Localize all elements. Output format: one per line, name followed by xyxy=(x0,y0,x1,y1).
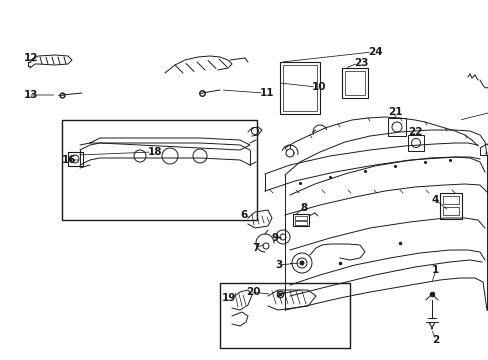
Text: 8: 8 xyxy=(299,203,306,213)
Bar xyxy=(62,120,257,220)
Bar xyxy=(387,118,405,136)
Text: 22: 22 xyxy=(407,127,422,137)
Bar xyxy=(345,71,364,95)
Text: 16: 16 xyxy=(62,155,76,165)
Bar xyxy=(439,193,461,219)
Text: 4: 4 xyxy=(431,195,439,205)
Text: 10: 10 xyxy=(311,82,326,92)
Text: 11: 11 xyxy=(260,88,274,98)
Bar xyxy=(280,62,319,114)
Text: 9: 9 xyxy=(271,233,279,243)
Text: 1: 1 xyxy=(431,265,438,275)
Text: 2: 2 xyxy=(431,335,438,345)
Text: 18: 18 xyxy=(148,147,162,157)
Text: 19: 19 xyxy=(222,293,236,303)
Bar xyxy=(220,283,349,348)
Circle shape xyxy=(299,261,304,265)
Text: 24: 24 xyxy=(367,47,382,57)
Bar xyxy=(68,152,83,166)
Bar xyxy=(294,221,306,225)
Text: 3: 3 xyxy=(274,260,282,270)
Text: 13: 13 xyxy=(24,90,39,100)
Text: 7: 7 xyxy=(251,243,259,253)
Bar xyxy=(341,68,367,98)
Bar xyxy=(68,152,83,166)
Bar xyxy=(292,214,308,226)
Text: 6: 6 xyxy=(240,210,247,220)
Text: 23: 23 xyxy=(353,58,368,68)
Text: 21: 21 xyxy=(387,107,402,117)
Bar xyxy=(283,65,316,111)
Text: 12: 12 xyxy=(24,53,39,63)
Text: 15: 15 xyxy=(487,107,488,117)
Text: 20: 20 xyxy=(245,287,260,297)
Text: 5: 5 xyxy=(485,147,488,157)
Bar xyxy=(442,196,458,204)
Bar xyxy=(294,216,306,220)
Bar xyxy=(407,135,423,151)
Bar xyxy=(442,207,458,215)
